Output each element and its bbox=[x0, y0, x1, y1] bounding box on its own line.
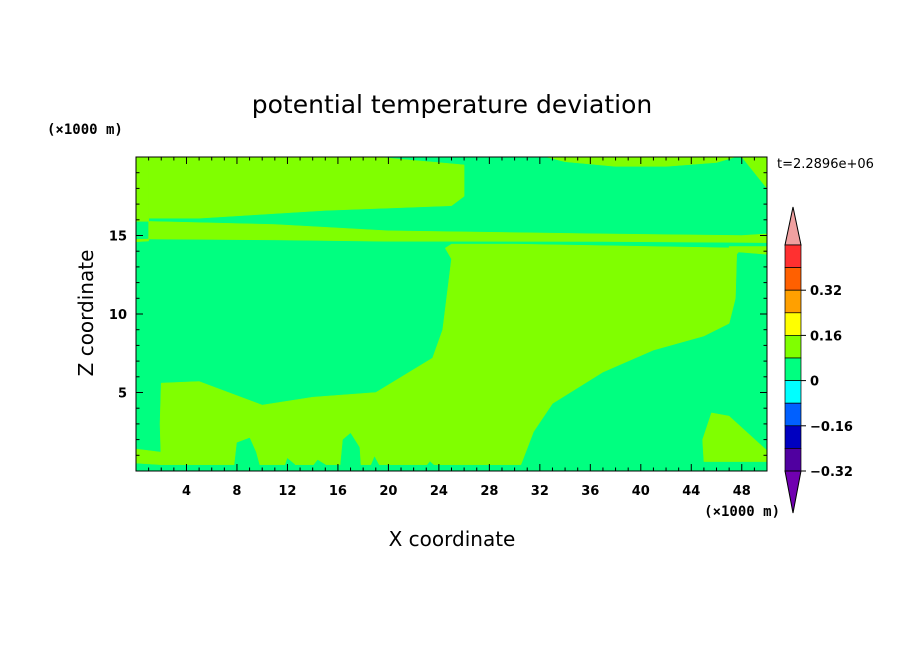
x-tick-label: 48 bbox=[733, 484, 751, 499]
colorbar-label: 0.16 bbox=[810, 329, 842, 344]
colorbar-under-triangle bbox=[784, 470, 802, 514]
y-tick-label: 10 bbox=[109, 308, 127, 323]
y-axis-label: Z coordinate bbox=[74, 250, 98, 377]
colorbar-swatch bbox=[784, 244, 802, 268]
y-unit-label: (×1000 m) bbox=[47, 122, 123, 138]
y-tick-label: 15 bbox=[109, 230, 127, 245]
colorbar-label: −0.32 bbox=[810, 465, 853, 480]
contour-region-15 bbox=[312, 459, 329, 467]
contour-region-17 bbox=[426, 461, 436, 467]
x-tick-label: 20 bbox=[379, 484, 397, 499]
contour-region-7 bbox=[159, 243, 743, 465]
colorbar-label: 0.32 bbox=[810, 284, 842, 299]
time-label: t=2.2896e+06 bbox=[777, 157, 874, 172]
contour-region-1 bbox=[148, 156, 465, 219]
colorbar-swatch bbox=[784, 267, 802, 291]
x-tick-label: 8 bbox=[232, 484, 241, 499]
colorbar-swatch bbox=[784, 312, 802, 336]
contour-region-16 bbox=[370, 456, 380, 467]
colorbar-swatch bbox=[784, 289, 802, 314]
y-axis-ticks: 5 10 15 bbox=[109, 172, 767, 456]
contour-region-12 bbox=[234, 437, 260, 467]
colorbar-swatch bbox=[784, 402, 802, 427]
x-tick-label: 24 bbox=[430, 484, 448, 499]
x-tick-label: 4 bbox=[182, 484, 191, 499]
x-tick-label: 16 bbox=[329, 484, 347, 499]
x-axis-ticks: 4 8 12 16 20 24 28 32 36 40 44 48 bbox=[148, 157, 755, 499]
colorbar-swatch bbox=[784, 335, 802, 359]
x-axis-label: X coordinate bbox=[389, 527, 516, 551]
colorbar-label: 0 bbox=[810, 375, 819, 390]
colorbar-swatch bbox=[784, 357, 802, 381]
contour-region-13 bbox=[340, 433, 361, 467]
colorbar-swatch bbox=[784, 448, 802, 472]
x-tick-label: 36 bbox=[581, 484, 599, 499]
contour-region-4 bbox=[135, 156, 149, 222]
colorbar-over-triangle bbox=[784, 206, 802, 246]
x-tick-label: 32 bbox=[531, 484, 549, 499]
x-tick-label: 12 bbox=[278, 484, 296, 499]
colorbar-swatch bbox=[784, 425, 802, 449]
colorbar-swatch bbox=[784, 380, 802, 404]
x-tick-label: 40 bbox=[632, 484, 650, 499]
chart-title: potential temperature deviation bbox=[252, 90, 652, 119]
x-tick-label: 28 bbox=[480, 484, 498, 499]
x-unit-label: (×1000 m) bbox=[704, 504, 780, 520]
colorbar: 0.32 0.16 0 −0.16 −0.32 bbox=[784, 206, 853, 514]
y-tick-label: 5 bbox=[118, 387, 127, 402]
colorbar-label: −0.16 bbox=[810, 420, 853, 435]
x-tick-label: 44 bbox=[682, 484, 700, 499]
plot-area bbox=[135, 156, 768, 472]
